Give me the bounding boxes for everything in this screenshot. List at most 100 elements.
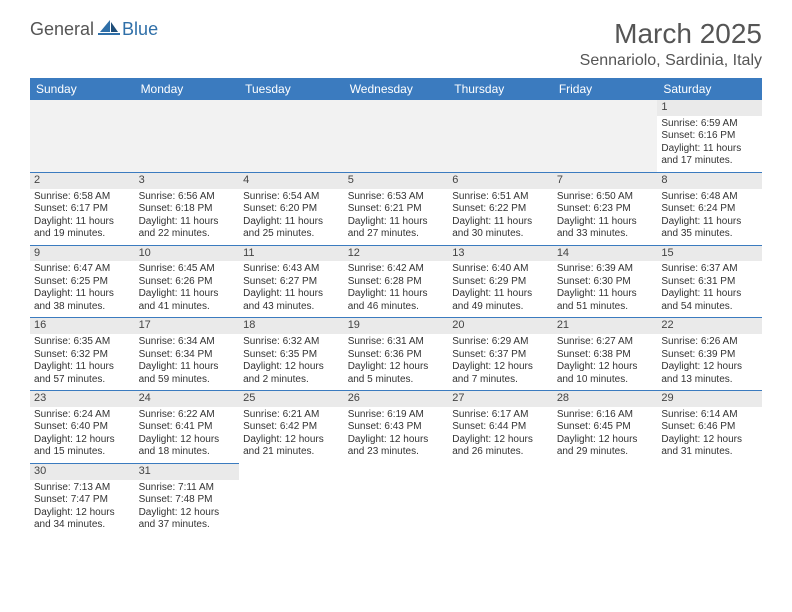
weekday-header: Sunday xyxy=(30,78,135,100)
calendar-cell: 25Sunrise: 6:21 AMSunset: 6:42 PMDayligh… xyxy=(239,391,344,464)
day-number: 5 xyxy=(344,173,449,189)
weekday-header: Wednesday xyxy=(344,78,449,100)
day-number: 16 xyxy=(30,318,135,334)
calendar-cell: 24 Sunrise: 6:22 AMSunset: 6:41 PMDayligh… xyxy=(135,391,240,464)
weekday-header: Thursday xyxy=(448,78,553,100)
day-details: Sunrise: 6:51 AMSunset: 6:22 PMDaylight:… xyxy=(452,191,549,241)
day-number: 6 xyxy=(448,173,553,189)
calendar-cell: 7 Sunrise: 6:50 AMSunset: 6:23 PMDaylight… xyxy=(553,172,658,245)
day-number: 8 xyxy=(657,173,762,189)
day-number: 1 xyxy=(657,100,762,116)
calendar-cell: 4 Sunrise: 6:54 AMSunset: 6:20 PMDaylight… xyxy=(239,172,344,245)
day-number: 13 xyxy=(448,246,553,262)
day-details: Sunrise: 6:21 AMSunset: 6:42 PMDaylight:… xyxy=(243,409,340,459)
calendar-cell: 6 Sunrise: 6:51 AMSunset: 6:22 PMDaylight… xyxy=(448,172,553,245)
day-details: Sunrise: 6:48 AMSunset: 6:24 PMDaylight:… xyxy=(661,191,758,241)
sail-icon xyxy=(98,18,120,41)
calendar-row: 30 Sunrise: 7:13 AMSunset: 7:47 PMDayligh… xyxy=(30,463,762,535)
calendar-row: 1 Sunrise: 6:59 AMSunset: 6:16 PMDaylight… xyxy=(30,100,762,172)
day-number: 10 xyxy=(135,246,240,262)
calendar-cell: 17Sunrise: 6:34 AMSunset: 6:34 PMDayligh… xyxy=(135,318,240,391)
weekday-header-row: SundayMondayTuesdayWednesdayThursdayFrid… xyxy=(30,78,762,100)
day-number: 20 xyxy=(448,318,553,334)
day-details: Sunrise: 6:16 AMSunset: 6:45 PMDaylight:… xyxy=(557,409,654,459)
day-number: 30 xyxy=(30,464,135,480)
day-details: Sunrise: 7:11 AMSunset: 7:48 PMDaylight:… xyxy=(139,482,236,532)
brand-part1: General xyxy=(30,19,94,40)
calendar-cell: 22Sunrise: 6:26 AMSunset: 6:39 PMDayligh… xyxy=(657,318,762,391)
day-number: 22 xyxy=(657,318,762,334)
calendar-cell xyxy=(344,100,449,172)
day-details: Sunrise: 6:27 AMSunset: 6:38 PMDaylight:… xyxy=(557,336,654,386)
brand-logo: General Blue xyxy=(30,18,158,41)
calendar-table: SundayMondayTuesdayWednesdayThursdayFrid… xyxy=(30,78,762,536)
calendar-row: 9Sunrise: 6:47 AMSunset: 6:25 PMDaylight… xyxy=(30,245,762,318)
calendar-cell xyxy=(239,100,344,172)
day-number: 11 xyxy=(239,246,344,262)
calendar: SundayMondayTuesdayWednesdayThursdayFrid… xyxy=(0,78,792,536)
day-details: Sunrise: 6:31 AMSunset: 6:36 PMDaylight:… xyxy=(348,336,445,386)
day-details: Sunrise: 6:14 AMSunset: 6:46 PMDaylight:… xyxy=(661,409,758,459)
weekday-header: Friday xyxy=(553,78,658,100)
day-number: 7 xyxy=(553,173,658,189)
calendar-cell: 3Sunrise: 6:56 AMSunset: 6:18 PMDaylight… xyxy=(135,172,240,245)
day-details: Sunrise: 6:19 AMSunset: 6:43 PMDaylight:… xyxy=(348,409,445,459)
day-details: Sunrise: 6:22 AMSunset: 6:41 PMDaylight:… xyxy=(139,409,236,459)
day-number: 31 xyxy=(135,464,240,480)
weekday-header: Monday xyxy=(135,78,240,100)
calendar-cell: 23 Sunrise: 6:24 AMSunset: 6:40 PMDayligh… xyxy=(30,391,135,464)
day-details: Sunrise: 6:54 AMSunset: 6:20 PMDaylight:… xyxy=(243,191,340,241)
calendar-cell xyxy=(448,100,553,172)
calendar-cell: 20Sunrise: 6:29 AMSunset: 6:37 PMDayligh… xyxy=(448,318,553,391)
weekday-header: Tuesday xyxy=(239,78,344,100)
calendar-cell xyxy=(344,463,449,535)
day-number: 2 xyxy=(30,173,135,189)
day-details: Sunrise: 6:59 AMSunset: 6:16 PMDaylight:… xyxy=(661,118,758,168)
calendar-cell: 13Sunrise: 6:40 AMSunset: 6:29 PMDayligh… xyxy=(448,245,553,318)
day-number: 19 xyxy=(344,318,449,334)
calendar-cell: 9Sunrise: 6:47 AMSunset: 6:25 PMDaylight… xyxy=(30,245,135,318)
calendar-cell: 12Sunrise: 6:42 AMSunset: 6:28 PMDayligh… xyxy=(344,245,449,318)
calendar-cell: 8 Sunrise: 6:48 AMSunset: 6:24 PMDaylight… xyxy=(657,172,762,245)
day-number: 29 xyxy=(657,391,762,407)
day-details: Sunrise: 6:53 AMSunset: 6:21 PMDaylight:… xyxy=(348,191,445,241)
day-number: 14 xyxy=(553,246,658,262)
day-details: Sunrise: 6:45 AMSunset: 6:26 PMDaylight:… xyxy=(139,263,236,313)
weekday-header: Saturday xyxy=(657,78,762,100)
calendar-cell: 14Sunrise: 6:39 AMSunset: 6:30 PMDayligh… xyxy=(553,245,658,318)
calendar-cell xyxy=(553,463,658,535)
day-number: 28 xyxy=(553,391,658,407)
calendar-cell: 11Sunrise: 6:43 AMSunset: 6:27 PMDayligh… xyxy=(239,245,344,318)
calendar-cell: 10Sunrise: 6:45 AMSunset: 6:26 PMDayligh… xyxy=(135,245,240,318)
location-label: Sennariolo, Sardinia, Italy xyxy=(580,52,762,70)
day-number: 4 xyxy=(239,173,344,189)
day-number: 17 xyxy=(135,318,240,334)
day-number: 26 xyxy=(344,391,449,407)
brand-part2: Blue xyxy=(122,19,158,40)
day-details: Sunrise: 7:13 AMSunset: 7:47 PMDaylight:… xyxy=(34,482,131,532)
calendar-cell: 1 Sunrise: 6:59 AMSunset: 6:16 PMDaylight… xyxy=(657,100,762,172)
day-number: 27 xyxy=(448,391,553,407)
calendar-cell: 27 Sunrise: 6:17 AMSunset: 6:44 PMDayligh… xyxy=(448,391,553,464)
calendar-cell: 5 Sunrise: 6:53 AMSunset: 6:21 PMDaylight… xyxy=(344,172,449,245)
calendar-cell: 21Sunrise: 6:27 AMSunset: 6:38 PMDayligh… xyxy=(553,318,658,391)
calendar-cell xyxy=(239,463,344,535)
day-details: Sunrise: 6:56 AMSunset: 6:18 PMDaylight:… xyxy=(139,191,236,241)
day-details: Sunrise: 6:50 AMSunset: 6:23 PMDaylight:… xyxy=(557,191,654,241)
day-details: Sunrise: 6:40 AMSunset: 6:29 PMDaylight:… xyxy=(452,263,549,313)
calendar-cell: 18Sunrise: 6:32 AMSunset: 6:35 PMDayligh… xyxy=(239,318,344,391)
calendar-cell: 19 Sunrise: 6:31 AMSunset: 6:36 PMDayligh… xyxy=(344,318,449,391)
calendar-row: 23 Sunrise: 6:24 AMSunset: 6:40 PMDayligh… xyxy=(30,391,762,464)
day-number: 9 xyxy=(30,246,135,262)
month-title: March 2025 xyxy=(580,18,762,50)
day-details: Sunrise: 6:39 AMSunset: 6:30 PMDaylight:… xyxy=(557,263,654,313)
calendar-cell xyxy=(657,463,762,535)
title-block: March 2025 Sennariolo, Sardinia, Italy xyxy=(580,18,762,70)
day-details: Sunrise: 6:24 AMSunset: 6:40 PMDaylight:… xyxy=(34,409,131,459)
day-number: 23 xyxy=(30,391,135,407)
day-details: Sunrise: 6:17 AMSunset: 6:44 PMDaylight:… xyxy=(452,409,549,459)
day-details: Sunrise: 6:47 AMSunset: 6:25 PMDaylight:… xyxy=(34,263,131,313)
calendar-cell: 28 Sunrise: 6:16 AMSunset: 6:45 PMDayligh… xyxy=(553,391,658,464)
day-number: 24 xyxy=(135,391,240,407)
day-details: Sunrise: 6:35 AMSunset: 6:32 PMDaylight:… xyxy=(34,336,131,386)
